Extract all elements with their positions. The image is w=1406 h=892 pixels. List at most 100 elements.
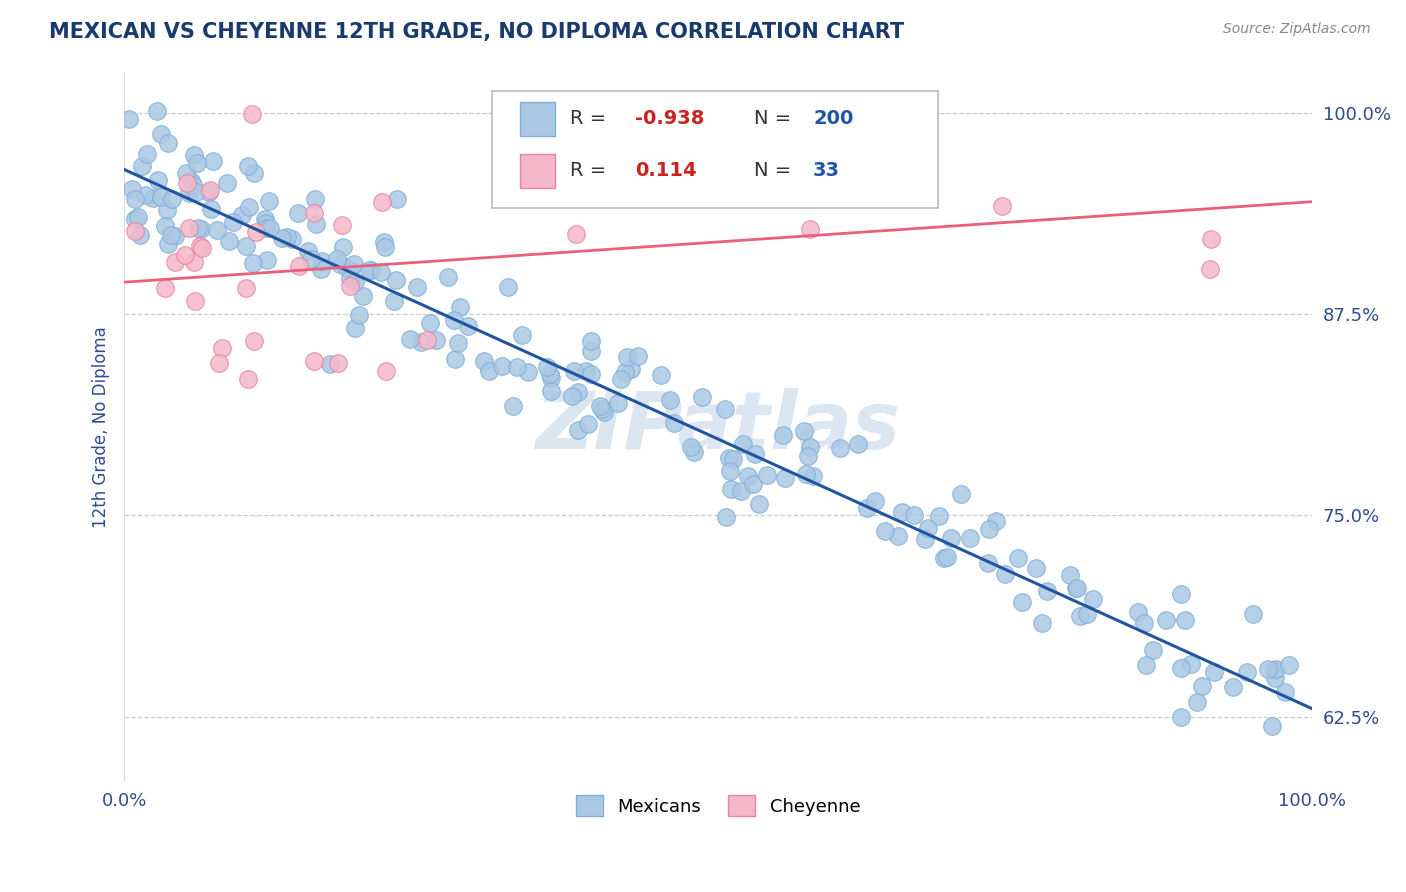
Point (1185, 695, 1208, 709)
Point (1174, 614, 1197, 628)
Point (589, 399, 612, 413)
Point (449, 300, 471, 314)
Point (287, 206, 309, 220)
Point (1241, 607, 1264, 621)
Point (794, 467, 817, 481)
Point (491, 359, 513, 374)
Point (950, 486, 973, 500)
Point (733, 436, 755, 450)
Point (683, 114, 706, 128)
Point (124, 224, 146, 238)
Point (236, 159, 259, 173)
Point (1133, 615, 1156, 630)
Point (873, 524, 896, 538)
Point (1007, 550, 1029, 565)
Point (191, 241, 214, 255)
Point (176, 176, 198, 190)
Point (690, 390, 713, 404)
FancyBboxPatch shape (492, 91, 938, 208)
Point (242, 256, 264, 270)
Point (259, 221, 281, 235)
Point (609, 371, 631, 385)
Point (1170, 587, 1192, 601)
Point (1066, 582, 1088, 596)
Point (579, 343, 602, 358)
Point (723, 452, 745, 467)
Point (561, 389, 583, 403)
Point (326, 356, 349, 370)
Point (718, 451, 741, 466)
Point (235, 281, 257, 295)
Point (332, 240, 354, 254)
Point (890, 505, 912, 519)
Text: 200: 200 (813, 110, 853, 128)
Point (744, 447, 766, 461)
Point (218, 235, 240, 249)
Point (575, 364, 598, 378)
Point (305, 217, 328, 231)
Point (607, 396, 630, 410)
Point (221, 215, 243, 229)
Point (347, 308, 370, 322)
Point (330, 218, 353, 232)
Point (540, 384, 562, 398)
Point (146, 173, 169, 187)
Point (121, 182, 143, 196)
Point (797, 449, 820, 463)
Point (235, 239, 257, 253)
Point (406, 280, 429, 294)
Point (1076, 607, 1098, 621)
Point (772, 428, 794, 442)
Point (510, 327, 533, 342)
Point (205, 223, 228, 237)
Point (593, 405, 616, 419)
Point (256, 253, 278, 268)
Point (457, 318, 479, 333)
Point (447, 336, 470, 351)
Point (134, 187, 156, 202)
Point (198, 183, 221, 197)
Point (373, 235, 395, 250)
Text: R =: R = (569, 161, 612, 180)
Point (200, 202, 222, 217)
Point (1274, 685, 1296, 699)
Point (153, 281, 176, 295)
Point (276, 230, 298, 244)
Point (352, 289, 374, 303)
Point (183, 148, 205, 162)
Text: N =: N = (754, 161, 792, 180)
Point (444, 351, 467, 366)
Point (799, 222, 821, 236)
Point (409, 334, 432, 349)
Point (385, 273, 408, 287)
Point (936, 550, 959, 565)
Point (683, 445, 706, 459)
Point (567, 423, 589, 437)
Point (183, 178, 205, 193)
Point (128, 228, 150, 243)
Point (716, 510, 738, 524)
Point (579, 368, 602, 382)
Point (591, 401, 613, 416)
Point (243, 334, 266, 348)
Point (564, 167, 586, 181)
Point (309, 262, 332, 277)
Point (211, 341, 233, 355)
Point (775, 470, 797, 484)
Point (425, 333, 447, 347)
Point (416, 333, 439, 347)
Point (124, 212, 146, 227)
Point (536, 359, 558, 374)
Text: 33: 33 (813, 161, 839, 180)
Point (343, 321, 366, 335)
Point (658, 393, 681, 408)
Point (870, 176, 893, 190)
Point (131, 159, 153, 173)
Point (959, 531, 981, 545)
Point (1204, 665, 1226, 679)
Point (165, 255, 187, 269)
Point (302, 353, 325, 368)
Point (887, 528, 910, 542)
Point (343, 275, 366, 289)
Point (627, 349, 650, 363)
